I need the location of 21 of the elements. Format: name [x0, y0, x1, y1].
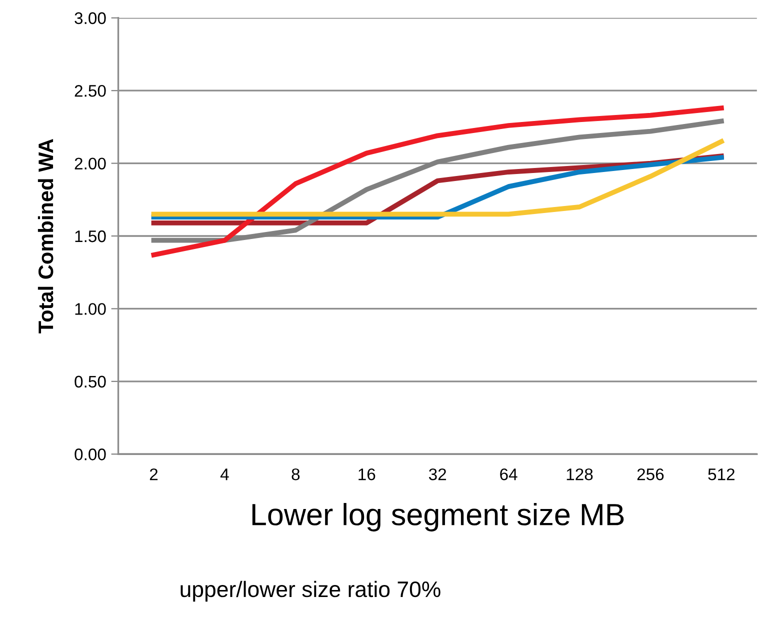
- line-series: [151, 139, 724, 217]
- x-tick-label: 4: [220, 468, 229, 480]
- x-tick-label: 64: [500, 468, 518, 480]
- y-tick-label: 2.50: [74, 84, 106, 97]
- y-tick-label: 0.00: [74, 448, 106, 460]
- x-tick-label: 32: [428, 468, 446, 480]
- x-tick-label: 512: [708, 468, 734, 480]
- x-tick-label: 8: [292, 468, 300, 480]
- text: upper/lower size ratio 70%: [180, 580, 440, 602]
- x-tick-label: 16: [358, 468, 376, 480]
- y-tick-label: 0.50: [74, 376, 106, 388]
- x-axis-title: Lower log segment size MB: [252, 502, 624, 532]
- y-tick-label: 1.00: [75, 303, 106, 315]
- x-tick-label: 256: [637, 468, 664, 480]
- y-tick-label: 2.00: [74, 158, 106, 170]
- x-tick-label: 128: [566, 468, 593, 480]
- line-series: [151, 106, 724, 258]
- x-tick-label: 2: [150, 468, 158, 480]
- y-tick-label: 3.00: [74, 12, 106, 24]
- y-axis-title: Total Combined WA: [38, 138, 54, 334]
- y-tick-label: 1.50: [75, 230, 106, 242]
